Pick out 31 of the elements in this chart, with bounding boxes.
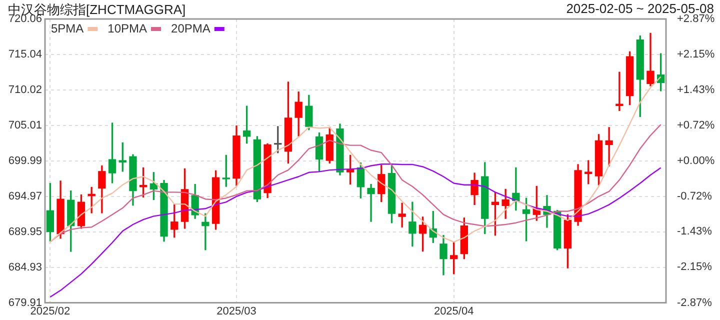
y-tick-label: 689.95 [8, 226, 42, 238]
y2-tick-label: -2.87% [677, 296, 712, 309]
y-tick-label: 694.97 [8, 190, 42, 202]
candlestick [646, 32, 654, 86]
y2-tick-label: +1.43% [677, 84, 715, 96]
candlestick [88, 186, 96, 214]
y2-tick-label: +0.72% [677, 119, 715, 132]
candlestick [512, 167, 520, 211]
y-tick-label: 720.06 [8, 13, 42, 26]
candlestick [398, 202, 406, 228]
y2-tick-label: -1.43% [677, 226, 712, 238]
y2-tick-label: +2.15% [677, 48, 715, 61]
y2-tick-label: -2.15% [677, 261, 712, 274]
x-tick-label: 2025/04 [434, 305, 474, 318]
candlestick [367, 184, 375, 222]
candlestick [616, 72, 624, 112]
x-tick-label: 2025/03 [216, 305, 256, 318]
candlestick [202, 213, 210, 250]
y2-tick-label: +0.00% [677, 154, 715, 167]
y2-tick-label: -0.72% [677, 190, 712, 203]
legend-label: 5PMA [51, 21, 84, 36]
y2-tick-label: +2.87% [677, 13, 715, 26]
y-tick-label: 705.01 [8, 119, 42, 132]
legend-label: 20PMA [171, 21, 210, 36]
x-tick-label: 2025/02 [30, 305, 70, 318]
legend-label: 10PMA [108, 21, 148, 36]
candlestick [605, 127, 613, 166]
y-tick-label: 699.99 [8, 154, 42, 167]
y-tick-label: 710.02 [8, 84, 42, 96]
y-tick-label: 684.93 [8, 261, 42, 274]
y-tick-label: 715.04 [8, 48, 42, 61]
